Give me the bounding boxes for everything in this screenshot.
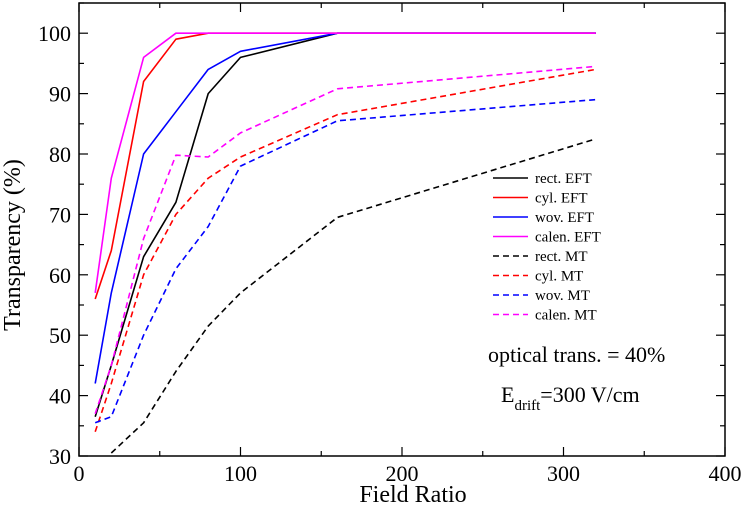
y-tick-label: 100 xyxy=(38,21,71,46)
axis-tick-labels: 0 100 200 300 400 30 40 50 60 70 80 90 100 xyxy=(38,21,742,486)
series-line-rect-mt xyxy=(110,138,597,454)
axis-ticks xyxy=(78,2,726,457)
legend-label-calen-mt: calen. MT xyxy=(535,308,597,324)
x-tick-label: 0 xyxy=(74,461,85,486)
edrift-subscript: drift xyxy=(514,398,541,414)
edrift-value: =300 V/cm xyxy=(540,382,639,407)
x-axis-title: Field Ratio xyxy=(359,482,466,507)
y-tick-label: 70 xyxy=(49,202,71,227)
edrift-annotation: Edrift=300 V/cm xyxy=(501,382,640,414)
edrift-symbol: E xyxy=(501,382,514,407)
x-tick-label: 400 xyxy=(709,461,742,486)
series-line-wov-mt xyxy=(94,98,596,424)
y-tick-label: 60 xyxy=(49,263,71,288)
optical-trans-annotation: optical trans. = 40% xyxy=(488,342,665,367)
legend-label-wov-mt: wov. MT xyxy=(535,288,590,304)
series-lines xyxy=(94,32,597,454)
x-tick-label: 300 xyxy=(547,461,580,486)
y-tick-label: 80 xyxy=(49,142,71,167)
series-line-rect-eft xyxy=(94,32,596,417)
series-line-calen-eft xyxy=(94,32,596,294)
y-axis-title: Transparency (%) xyxy=(0,159,26,331)
legend: rect. EFT cyl. EFT wov. EFT calen. EFT rect.… xyxy=(493,171,601,324)
legend-label-cyl-mt: cyl. MT xyxy=(535,269,583,285)
legend-label-rect-eft: rect. EFT xyxy=(535,171,592,187)
legend-label-cyl-eft: cyl. EFT xyxy=(535,191,588,207)
legend-label-rect-mt: rect. MT xyxy=(535,249,587,265)
series-line-wov-eft xyxy=(94,32,596,384)
y-tick-label: 50 xyxy=(49,323,71,348)
x-tick-label: 200 xyxy=(386,461,419,486)
y-tick-label: 40 xyxy=(49,384,71,409)
x-tick-label: 100 xyxy=(224,461,257,486)
series-line-calen-mt xyxy=(94,65,596,414)
y-tick-label: 30 xyxy=(49,444,71,469)
legend-label-calen-eft: calen. EFT xyxy=(535,230,601,246)
y-tick-label: 90 xyxy=(49,82,71,107)
legend-label-wov-eft: wov. EFT xyxy=(535,210,594,226)
